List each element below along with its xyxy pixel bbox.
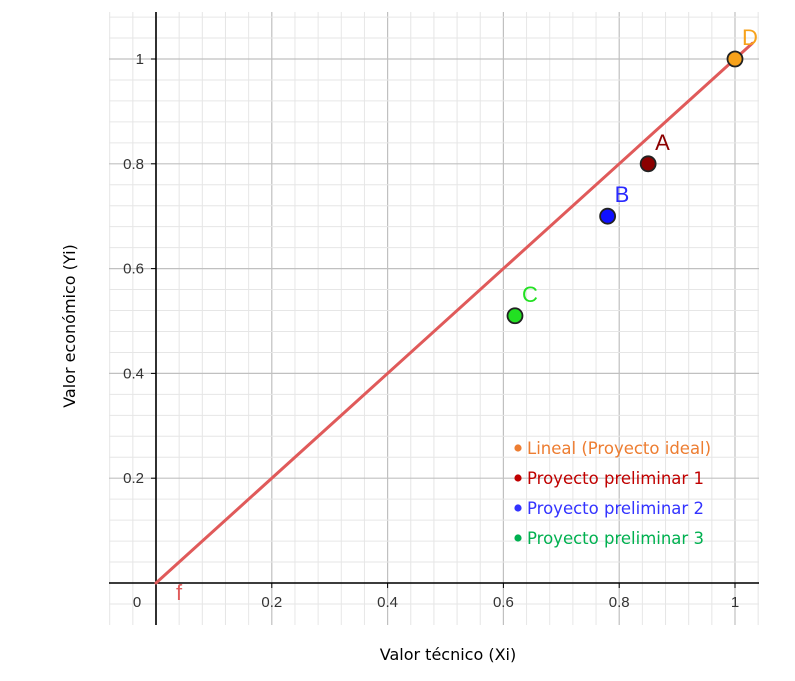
axes [109,12,759,625]
point-c-label: C [522,282,538,307]
point-a [639,155,657,173]
legend-marker [514,444,522,452]
line-series: f [154,41,754,605]
line-f [154,41,754,585]
point-d-label: D [742,25,758,50]
x-tick-label: 1 [731,594,739,611]
legend-entry: Proyecto preliminar 1 [527,469,704,488]
point-c [506,307,524,325]
y-tick-label: 0.2 [123,470,144,487]
y-tick-label: 0.8 [123,156,144,173]
data-points: D A B C [506,25,758,325]
legend-entry: Lineal (Proyecto ideal) [527,439,711,458]
tick-labels: 0.2 0.4 0.6 0.8 1 0.2 0.4 0.6 0.8 1 0 [123,51,739,611]
x-tick-label: 0.2 [261,594,282,611]
legend-entry: Proyecto preliminar 3 [527,529,704,548]
point-d [726,50,744,68]
line-f-label: f [176,580,183,605]
point-b [599,207,617,225]
x-tick-label: 0.8 [609,594,630,611]
grid [109,12,759,625]
legend-marker [514,534,522,542]
point-a-label: A [655,130,670,155]
y-tick-label: 1 [136,51,144,68]
legend-marker [514,504,522,512]
y-tick-label: 0.6 [123,261,144,278]
legend-marker [514,474,522,482]
legend: Lineal (Proyecto ideal) Proyecto prelimin… [514,439,711,548]
y-tick-label: 0.4 [123,365,144,382]
x-tick-label: 0.6 [493,594,514,611]
y-axis-title: Valor económico (Yi) [60,244,79,408]
legend-entry: Proyecto preliminar 2 [527,499,704,518]
point-b-label: B [615,182,630,207]
x-tick-label: 0.4 [377,594,398,611]
x-axis-title: Valor técnico (Xi) [380,645,516,664]
origin-label: 0 [133,594,141,611]
